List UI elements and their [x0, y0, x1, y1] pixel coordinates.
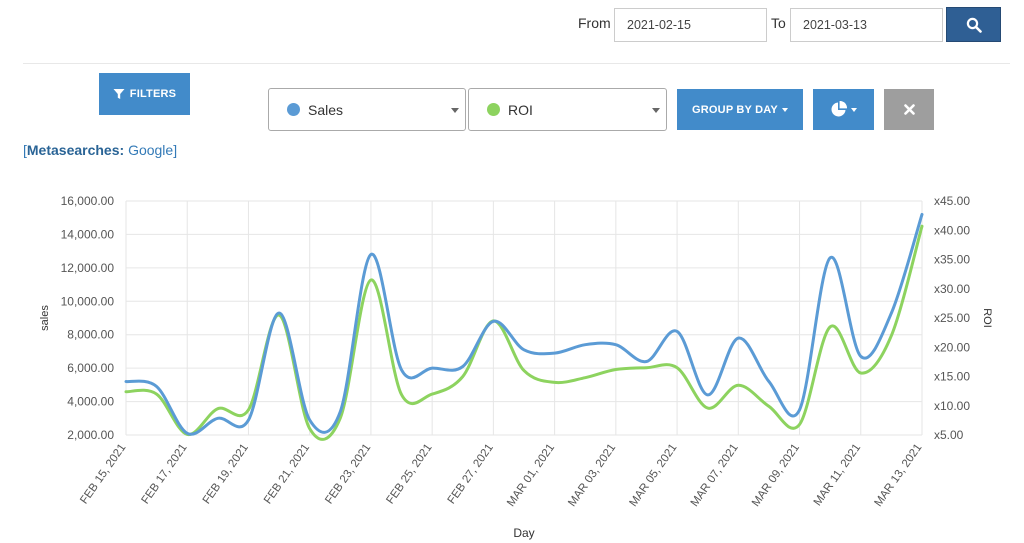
y-right-tick-label: x35.00 [934, 253, 970, 267]
x-tick-label: MAR 01, 2021 [505, 442, 557, 509]
from-date-input[interactable]: 2021-02-15 [614, 8, 767, 42]
y-right-tick-label: x45.00 [934, 194, 970, 208]
x-tick-label: FEB 17, 2021 [140, 442, 190, 506]
left-axis-ticks: 2,000.00 4,000.00 6,000.00 8,000.00 10,000.0… [61, 194, 115, 442]
y-right-tick-label: x30.00 [934, 282, 970, 296]
group-by-day-label: GROUP BY DAY [692, 103, 778, 116]
y-right-tick-label: x15.00 [934, 370, 970, 384]
y-left-tick-label: 8,000.00 [67, 328, 114, 342]
series2-select[interactable]: ROI [468, 88, 667, 131]
metasearch-open-bracket: [ [23, 142, 27, 158]
to-label: To [771, 15, 786, 31]
x-axis-label: Day [513, 526, 534, 540]
y-right-tick-label: x20.00 [934, 340, 970, 354]
metasearch-close-bracket: ] [173, 142, 178, 158]
search-icon [966, 17, 982, 33]
x-tick-label: MAR 03, 2021 [566, 442, 618, 509]
series1-color-dot [287, 103, 300, 116]
y-left-tick-label: 4,000.00 [67, 395, 114, 409]
group-by-day-button[interactable]: GROUP BY DAY [677, 89, 803, 130]
x-tick-label: FEB 15, 2021 [78, 442, 128, 506]
y-right-tick-label: x5.00 [934, 428, 964, 442]
filter-icon [113, 89, 125, 99]
x-axis-ticks: FEB 15, 2021 FEB 17, 2021 FEB 19, 2021 FEB … [78, 442, 924, 509]
from-label: From [578, 15, 611, 31]
series2-color-dot [487, 103, 500, 116]
series-line-sales [124, 212, 924, 436]
y-left-tick-label: 16,000.00 [61, 194, 115, 208]
y-left-tick-label: 10,000.00 [61, 294, 115, 308]
y-right-tick-label: x10.00 [934, 399, 970, 413]
x-tick-label: MAR 09, 2021 [750, 442, 802, 509]
caret-down-icon [781, 107, 788, 112]
x-tick-label: FEB 23, 2021 [323, 442, 373, 506]
filters-button[interactable]: FILTERS [99, 73, 190, 115]
y-axis-right-label: ROI [981, 308, 993, 328]
y-left-tick-label: 12,000.00 [61, 261, 115, 275]
metasearch-value[interactable]: Google [128, 142, 174, 158]
metasearch-filter: [Metasearches: Google] [23, 142, 177, 158]
x-tick-label: FEB 21, 2021 [262, 442, 312, 506]
series-line-roi [124, 224, 924, 441]
x-tick-label: FEB 19, 2021 [201, 442, 251, 506]
x-tick-label: MAR 05, 2021 [628, 442, 680, 509]
y-right-tick-label: x25.00 [934, 311, 970, 325]
pie-chart-icon [831, 101, 847, 117]
x-tick-label: MAR 11, 2021 [812, 442, 864, 508]
clear-button[interactable] [884, 89, 934, 130]
chevron-down-icon [652, 108, 660, 113]
search-button[interactable] [946, 7, 1001, 42]
y-right-tick-label: x40.00 [934, 223, 970, 237]
x-tick-label: MAR 13, 2021 [872, 442, 924, 509]
y-left-tick-label: 6,000.00 [67, 361, 114, 375]
right-axis-ticks: x5.00 x10.00 x15.00 x20.00 x25.00 x30.00 x35.0… [934, 194, 970, 442]
series2-select-label: ROI [508, 101, 533, 118]
metasearch-key: Metasearches: [26, 142, 125, 158]
series1-select-label: Sales [308, 101, 344, 118]
y-left-tick-label: 2,000.00 [67, 428, 114, 442]
chart-series [124, 212, 924, 441]
x-tick-label: FEB 25, 2021 [384, 442, 434, 506]
chevron-down-icon [451, 108, 459, 113]
to-date-input[interactable]: 2021-03-13 [790, 8, 943, 42]
close-icon [903, 104, 915, 115]
y-left-tick-label: 14,000.00 [61, 227, 115, 241]
series1-select[interactable]: Sales [268, 88, 466, 131]
x-tick-label: FEB 27, 2021 [446, 442, 496, 506]
x-tick-label: MAR 07, 2021 [689, 442, 741, 509]
chart-grid [125, 200, 923, 436]
caret-down-icon [851, 107, 857, 112]
y-axis-left-label: sales [39, 305, 51, 331]
chart-type-button[interactable] [813, 89, 874, 130]
header-divider [23, 63, 1010, 64]
filters-label: FILTERS [129, 88, 177, 100]
